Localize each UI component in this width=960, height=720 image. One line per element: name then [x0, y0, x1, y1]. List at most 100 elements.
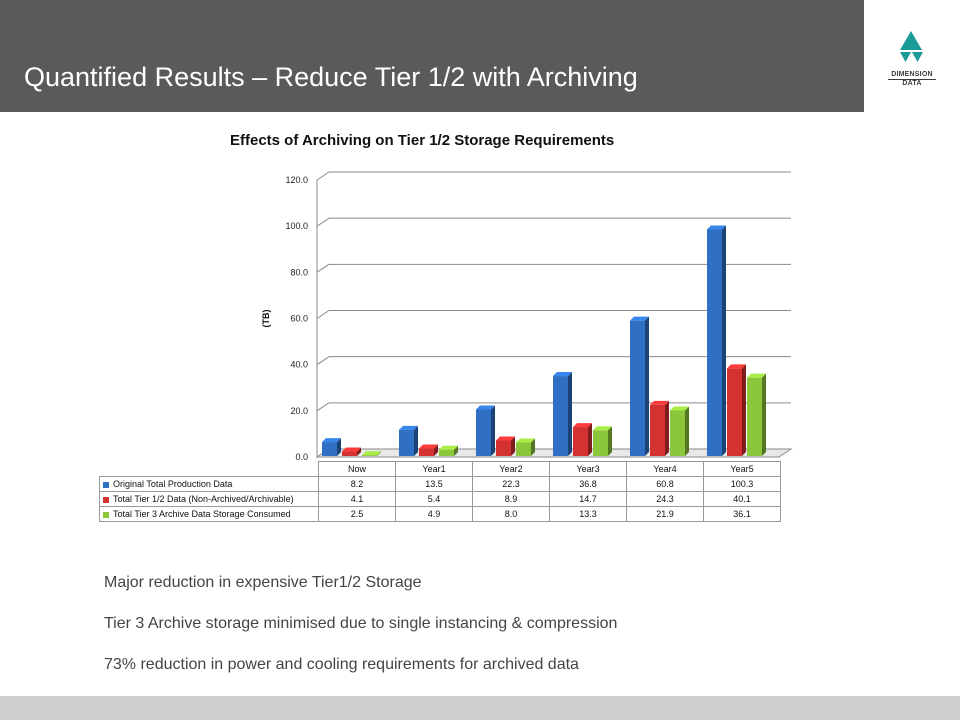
- bar-side: [685, 406, 689, 456]
- bar: [439, 449, 454, 456]
- data-label: 13.5: [395, 476, 473, 492]
- data-label: 2.5: [318, 506, 396, 522]
- bar: [630, 320, 645, 456]
- bar-side: [491, 405, 495, 456]
- grid-depth-line: [316, 217, 330, 227]
- bullet-item: Major reduction in expensive Tier1/2 Sto…: [104, 574, 422, 591]
- bar: [707, 229, 722, 456]
- bar-top: [439, 445, 458, 450]
- bar-top: [476, 405, 495, 410]
- bar-top: [593, 426, 612, 431]
- bar-side: [434, 444, 438, 456]
- bar-top: [516, 438, 535, 443]
- logo-divider: [888, 79, 936, 80]
- bar-top: [747, 373, 766, 378]
- bar-side: [665, 400, 669, 456]
- bar: [496, 440, 511, 456]
- table-row: Total Tier 1/2 Data (Non-Archived/Archiv…: [99, 491, 781, 507]
- bar: [342, 451, 357, 456]
- logo-text-line2: DATA: [902, 80, 922, 87]
- bar: [747, 377, 762, 456]
- data-label: 4.9: [395, 506, 473, 522]
- category-label: Year1: [395, 461, 473, 477]
- table-row: Total Tier 3 Archive Data Storage Consum…: [99, 506, 781, 522]
- bar-side: [511, 436, 515, 456]
- bullet-item: 73% reduction in power and cooling requi…: [104, 656, 579, 673]
- data-label: 21.9: [626, 506, 704, 522]
- bar: [553, 376, 568, 456]
- category-label: Year5: [703, 461, 781, 477]
- y-tick-label: 20.0: [290, 406, 308, 416]
- bar-side: [377, 451, 381, 456]
- bar: [419, 448, 434, 456]
- logo-text-line1: DIMENSION: [891, 71, 933, 78]
- bar-top: [573, 423, 592, 428]
- bar-side: [588, 423, 592, 456]
- grid-depth-line: [316, 310, 330, 319]
- bar: [322, 442, 337, 456]
- slide-title: Quantified Results – Reduce Tier 1/2 wit…: [24, 62, 638, 92]
- bullet-item: Tier 3 Archive storage minimised due to …: [104, 615, 618, 632]
- chart-title: Effects of Archiving on Tier 1/2 Storage…: [230, 132, 615, 149]
- bar-top: [650, 400, 669, 405]
- bar: [727, 368, 742, 456]
- bar: [573, 427, 588, 456]
- logo: DIMENSION DATA: [864, 0, 960, 112]
- slide-header: Quantified Results – Reduce Tier 1/2 wit…: [0, 0, 864, 112]
- bar: [362, 455, 377, 456]
- bar-side: [414, 425, 418, 456]
- bar-side: [531, 438, 535, 456]
- bar-side: [337, 438, 341, 456]
- bar-top: [342, 447, 361, 452]
- bar: [670, 410, 685, 456]
- data-label: 100.3: [703, 476, 781, 492]
- y-tick-label: 100.0: [285, 221, 308, 231]
- bar-top: [707, 225, 726, 230]
- bar-side: [357, 447, 361, 456]
- bar-top: [362, 451, 381, 456]
- bar: [593, 430, 608, 456]
- bar-top: [630, 316, 649, 321]
- slide-footer: [0, 696, 960, 720]
- bar: [650, 404, 665, 456]
- bar-top: [727, 364, 746, 369]
- legend-label: Original Total Production Data: [113, 479, 233, 489]
- data-label: 8.9: [472, 491, 550, 507]
- y-tick-label: 80.0: [290, 267, 308, 277]
- data-label: 22.3: [472, 476, 550, 492]
- y-tick-label: 40.0: [290, 360, 308, 370]
- category-label: Year3: [549, 461, 627, 477]
- bar-side: [742, 364, 746, 456]
- data-label: 5.4: [395, 491, 473, 507]
- table-corner: [99, 461, 319, 477]
- data-label: 4.1: [318, 491, 396, 507]
- bar-side: [645, 316, 649, 456]
- bar-top: [399, 425, 418, 430]
- y-tick-label: 0.0: [295, 452, 308, 462]
- y-tick-label: 120.0: [285, 175, 308, 185]
- data-label: 36.8: [549, 476, 627, 492]
- grid-depth-line: [316, 263, 330, 273]
- bar-side: [454, 445, 458, 456]
- data-label: 8.2: [318, 476, 396, 492]
- grid-depth-line: [316, 171, 330, 181]
- data-label: 8.0: [472, 506, 550, 522]
- bar-side: [762, 373, 766, 456]
- bar-top: [419, 444, 438, 449]
- grid-depth-line: [316, 402, 330, 412]
- y-tick-label: 60.0: [290, 314, 308, 324]
- bullet-list: Major reduction in expensive Tier1/2 Sto…: [104, 574, 617, 697]
- category-label: Now: [318, 461, 396, 477]
- table-row: Original Total Production Data 8.2 13.5 22.…: [99, 476, 781, 492]
- legend-key-icon: [103, 481, 109, 488]
- legend-entry: Total Tier 3 Archive Data Storage Consum…: [99, 506, 319, 522]
- y-axis-label: (TB): [261, 310, 271, 328]
- bar-side: [608, 426, 612, 456]
- grid-depth-line: [316, 356, 330, 366]
- bar-side: [568, 372, 572, 456]
- data-label: 13.3: [549, 506, 627, 522]
- data-label: 60.8: [626, 476, 704, 492]
- bar-side: [722, 225, 726, 456]
- data-label: 40.1: [703, 491, 781, 507]
- category-label: Year2: [472, 461, 550, 477]
